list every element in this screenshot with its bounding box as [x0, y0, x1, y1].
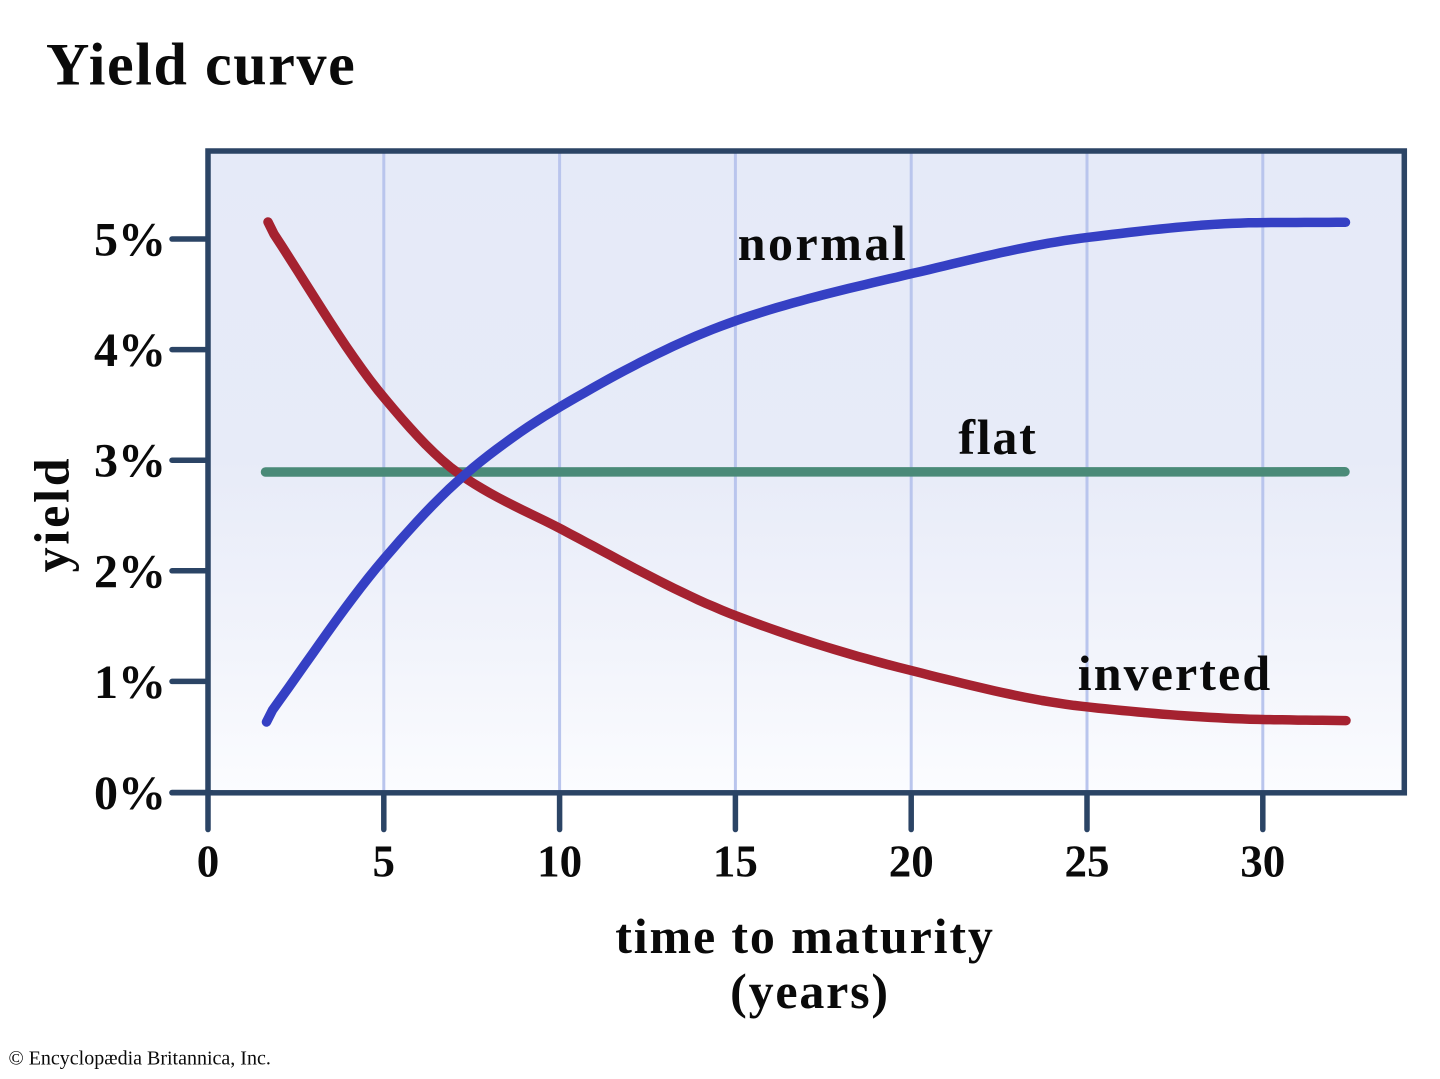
- svg-text:0: 0: [197, 837, 220, 887]
- svg-text:20: 20: [889, 837, 934, 887]
- svg-text:flat: flat: [958, 409, 1037, 465]
- svg-text:10: 10: [537, 837, 582, 887]
- svg-text:5: 5: [373, 837, 396, 887]
- svg-text:30: 30: [1240, 837, 1285, 887]
- svg-text:4%: 4%: [94, 324, 166, 377]
- svg-text:1%: 1%: [94, 656, 166, 709]
- svg-text:Yield curve: Yield curve: [46, 32, 356, 98]
- svg-text:3%: 3%: [94, 435, 166, 488]
- svg-text:(years): (years): [730, 963, 890, 1019]
- svg-text:time to maturity: time to maturity: [615, 908, 994, 964]
- svg-text:15: 15: [713, 837, 758, 887]
- svg-text:5%: 5%: [94, 214, 166, 267]
- svg-text:25: 25: [1065, 837, 1110, 887]
- svg-text:normal: normal: [738, 215, 909, 271]
- svg-text:© Encyclopædia Britannica, Inc: © Encyclopædia Britannica, Inc.: [9, 1048, 271, 1070]
- svg-text:inverted: inverted: [1078, 645, 1273, 701]
- svg-text:0%: 0%: [94, 767, 166, 820]
- svg-text:2%: 2%: [94, 545, 166, 598]
- svg-text:yield: yield: [24, 456, 80, 573]
